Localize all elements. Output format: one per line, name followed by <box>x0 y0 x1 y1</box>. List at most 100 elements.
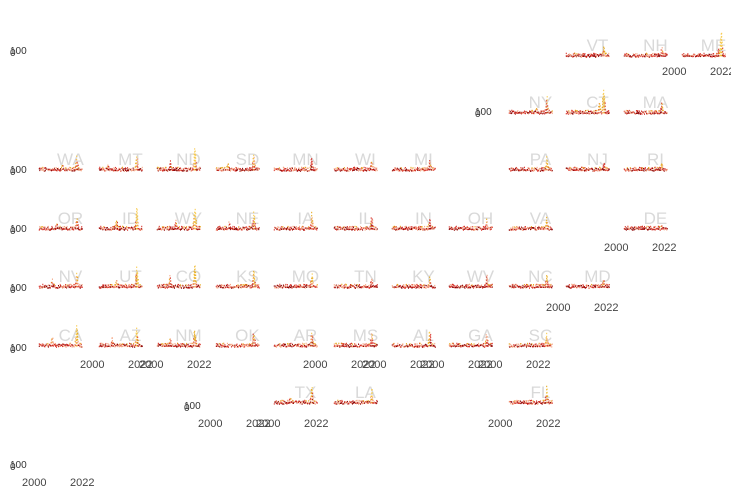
data-point <box>217 287 219 289</box>
data-point <box>242 344 244 346</box>
data-point <box>284 168 286 170</box>
data-point <box>604 286 606 288</box>
data-point <box>80 227 82 230</box>
data-point <box>416 283 418 286</box>
data-point <box>227 346 229 348</box>
data-point <box>216 345 218 347</box>
data-point <box>253 227 255 230</box>
data-point <box>189 342 191 345</box>
data-point <box>603 105 605 107</box>
data-point <box>58 286 60 288</box>
data-point <box>598 108 600 111</box>
data-point <box>488 227 490 229</box>
data-point <box>369 228 371 231</box>
data-point <box>603 283 605 286</box>
data-point <box>306 346 308 348</box>
data-point <box>137 285 139 288</box>
data-point <box>76 282 78 284</box>
data-point <box>628 170 630 172</box>
data-point <box>290 286 292 288</box>
data-point <box>368 226 370 229</box>
data-point <box>424 167 426 169</box>
data-point <box>114 226 116 229</box>
data-point <box>241 287 243 289</box>
data-point <box>545 227 547 230</box>
data-point <box>169 277 171 280</box>
data-point <box>70 169 72 171</box>
data-point <box>222 169 224 171</box>
data-point <box>546 221 548 224</box>
data-point <box>701 54 703 56</box>
data-point <box>641 226 643 228</box>
data-point <box>590 168 592 170</box>
data-point <box>354 287 356 289</box>
data-point <box>539 227 541 230</box>
data-point <box>59 343 61 346</box>
data-point <box>657 228 659 230</box>
data-point <box>606 169 608 172</box>
data-point <box>409 168 411 171</box>
data-point <box>218 167 220 169</box>
data-point <box>254 339 256 341</box>
data-point <box>300 228 302 230</box>
data-point <box>69 229 71 231</box>
data-point <box>584 56 586 58</box>
data-point <box>242 345 244 347</box>
data-point <box>134 228 136 230</box>
data-point <box>565 52 567 55</box>
data-point <box>286 345 288 347</box>
data-point <box>410 228 412 231</box>
data-point <box>336 228 338 230</box>
data-point <box>430 224 432 227</box>
data-point <box>419 286 421 288</box>
data-point <box>660 164 662 167</box>
data-point <box>216 286 218 289</box>
data-point <box>425 169 427 171</box>
data-point <box>112 345 114 347</box>
data-point <box>424 167 426 169</box>
data-point <box>114 166 116 169</box>
data-point <box>518 285 520 288</box>
data-point <box>136 276 138 278</box>
data-point <box>295 284 297 286</box>
data-point <box>306 284 308 287</box>
data-point <box>357 286 359 289</box>
data-point <box>253 156 255 159</box>
state-label: OR <box>58 209 84 228</box>
data-point <box>75 165 77 168</box>
data-point <box>395 228 397 231</box>
data-point <box>141 286 143 288</box>
data-point <box>703 52 705 55</box>
data-point <box>547 283 549 286</box>
data-point <box>40 169 42 171</box>
data-point <box>56 223 58 225</box>
data-point <box>139 229 141 231</box>
data-point <box>254 281 256 284</box>
data-point <box>484 228 486 230</box>
data-point <box>634 226 636 229</box>
data-point <box>343 285 345 287</box>
data-point <box>252 336 254 338</box>
data-point <box>253 335 255 337</box>
data-point <box>137 166 139 168</box>
data-point <box>116 224 118 227</box>
data-point <box>604 108 606 111</box>
data-point <box>66 169 68 172</box>
data-point <box>285 286 287 288</box>
data-point <box>603 49 605 51</box>
data-point <box>470 286 472 289</box>
data-point <box>580 169 582 171</box>
data-point <box>597 170 599 172</box>
data-point <box>43 344 45 346</box>
data-point <box>711 56 713 58</box>
data-point <box>605 166 607 169</box>
data-point <box>125 344 127 346</box>
data-point <box>306 227 308 230</box>
data-point <box>170 169 172 171</box>
data-point <box>51 281 53 284</box>
data-point <box>100 227 102 230</box>
data-point <box>546 279 548 281</box>
data-point <box>312 283 314 285</box>
data-point <box>46 168 48 171</box>
data-point <box>625 229 627 231</box>
